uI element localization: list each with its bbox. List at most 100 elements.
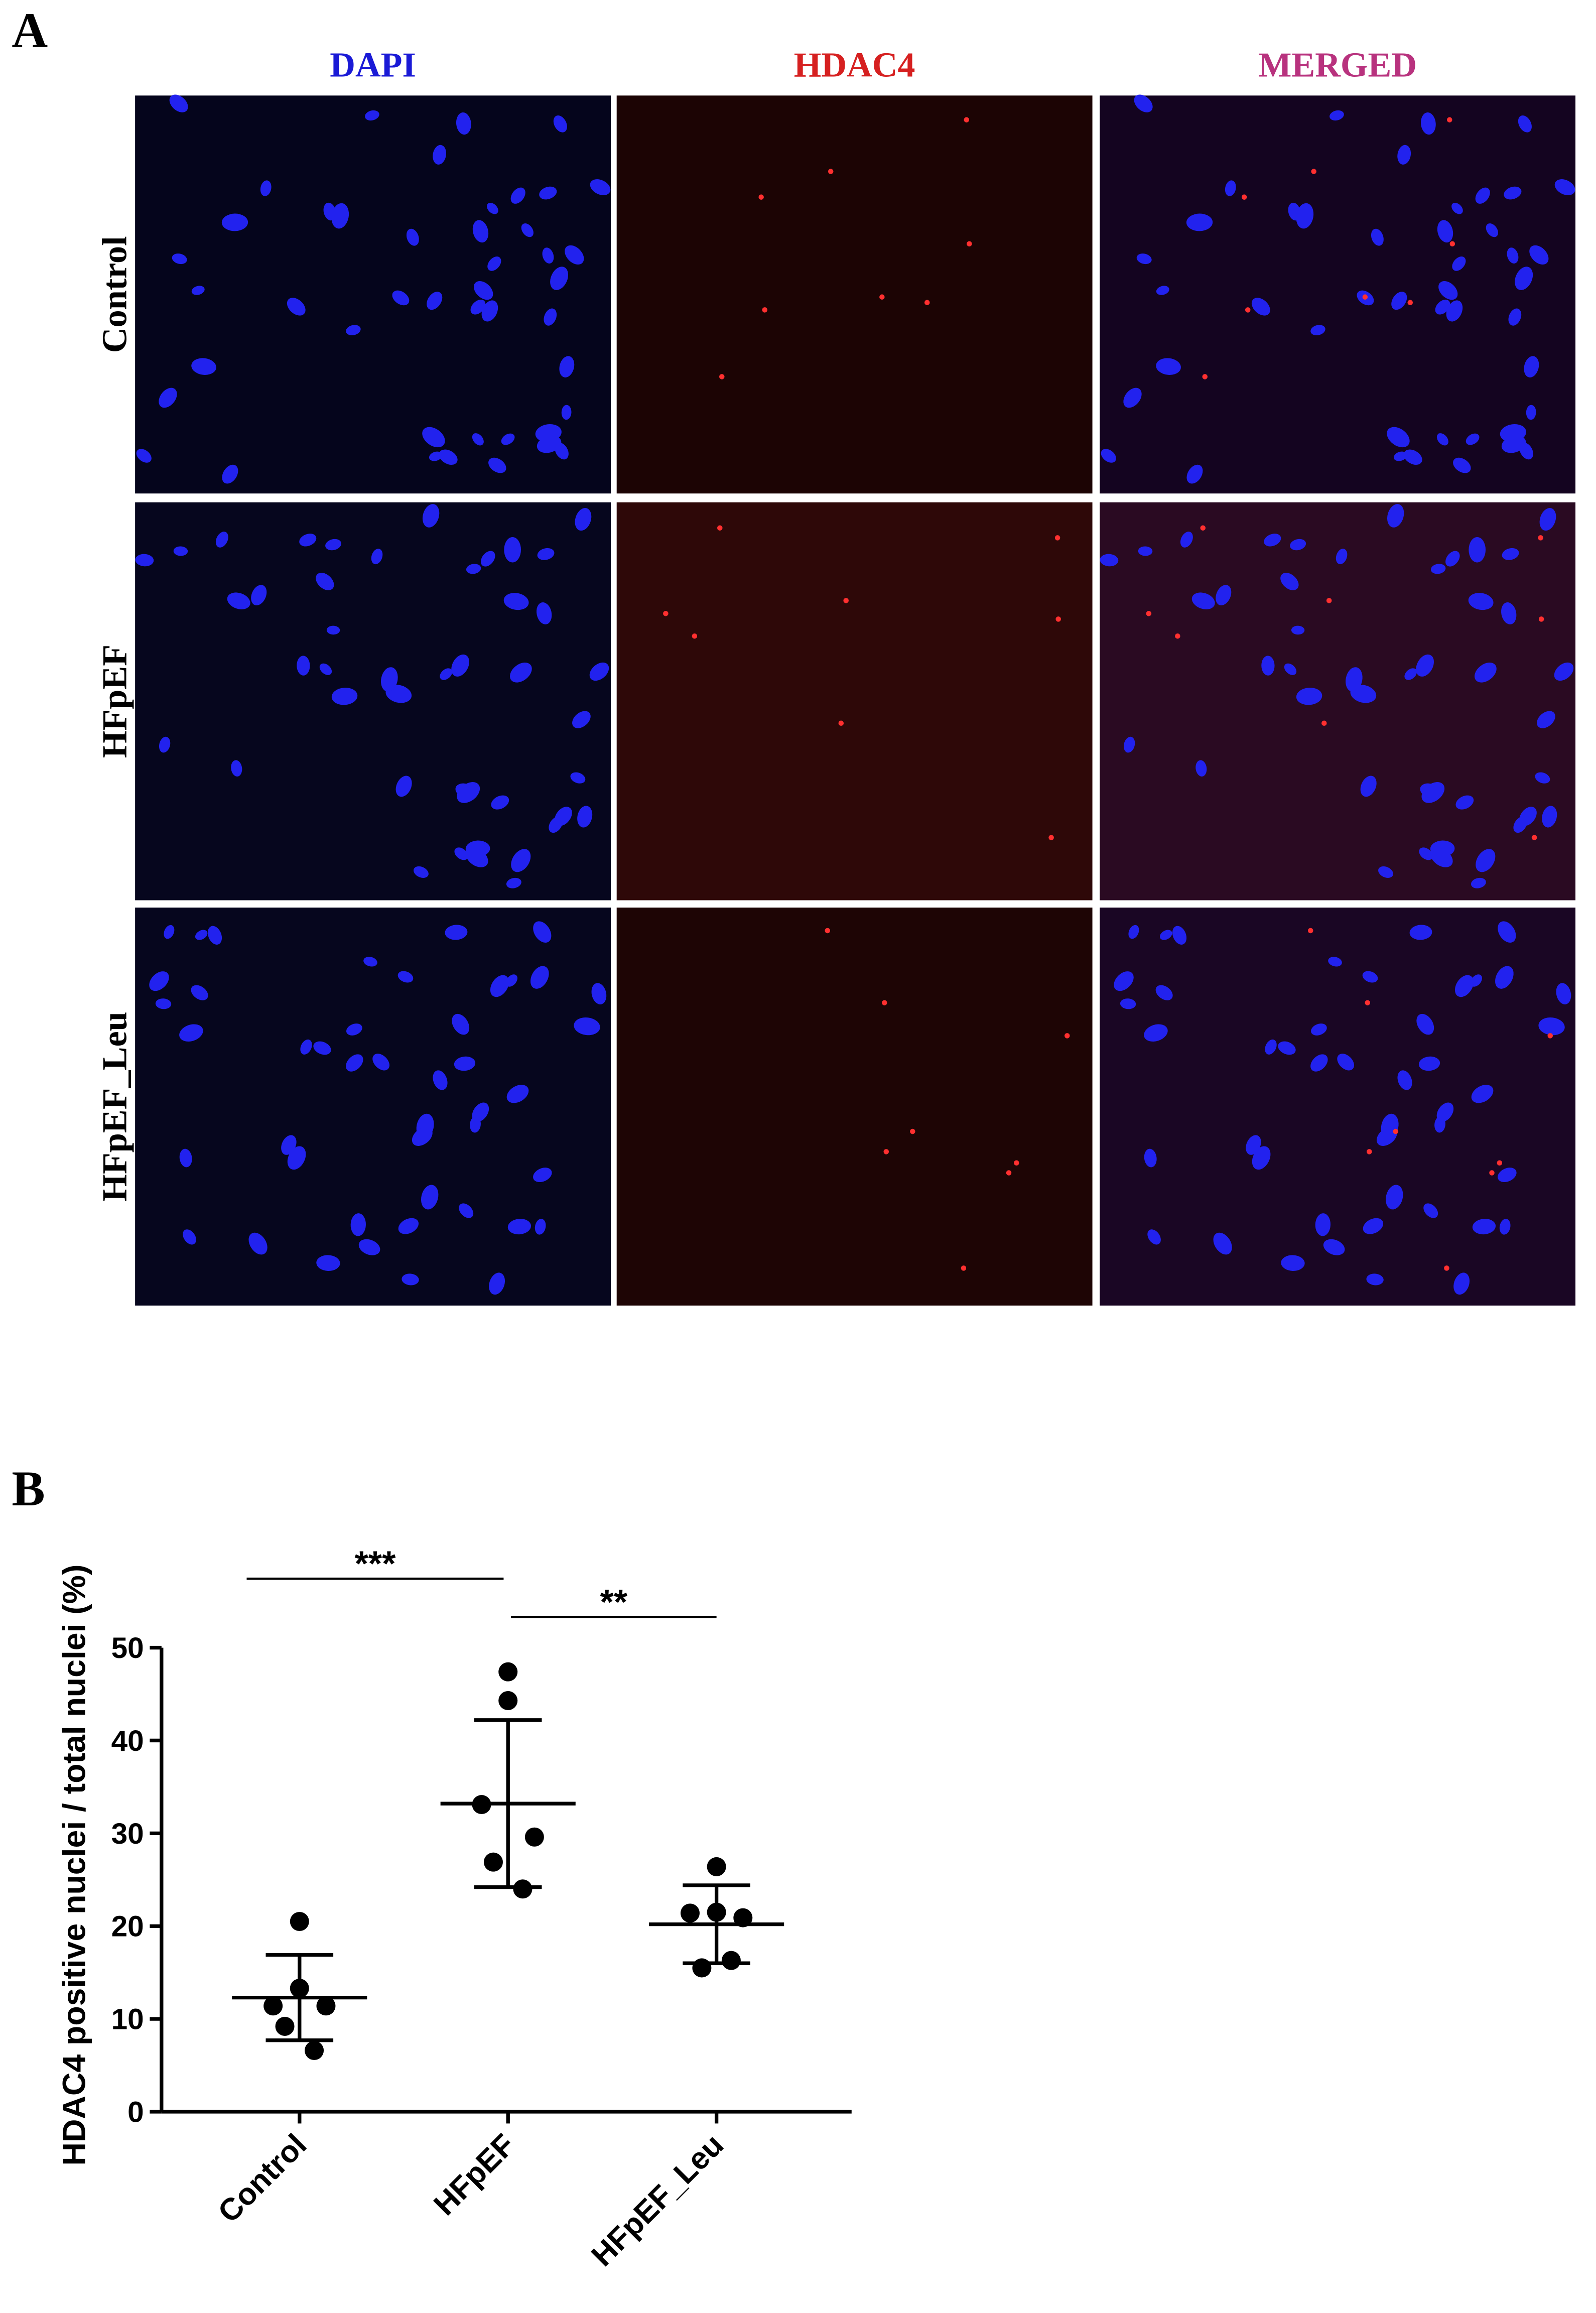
nucleus: [1100, 554, 1119, 567]
hdac4-signal: [1407, 300, 1413, 305]
nucleus: [1290, 539, 1306, 551]
nucleus: [559, 356, 575, 377]
nucleus: [549, 816, 563, 833]
column-label: MERGED: [1258, 45, 1417, 84]
nucleus: [191, 985, 208, 1000]
nucleus: [1397, 1070, 1412, 1090]
micrograph: [616, 502, 1093, 901]
nucleus: [365, 110, 379, 121]
nucleus: [575, 508, 592, 531]
nucleus: [1376, 1127, 1397, 1146]
hdac4-signal: [825, 928, 831, 934]
nucleus: [149, 971, 169, 991]
nucleus: [1507, 247, 1519, 264]
nucleus: [380, 667, 398, 692]
hdac4-signal: [1547, 1033, 1553, 1039]
nucleus: [1323, 1239, 1345, 1255]
nucleus: [231, 760, 242, 777]
nucleus: [535, 424, 562, 442]
nucleus: [346, 1054, 363, 1072]
nucleus: [1261, 656, 1275, 676]
nucleus: [537, 548, 555, 560]
nucleus: [164, 925, 175, 939]
nucleus: [1123, 388, 1142, 408]
hdac4-signal: [1365, 1000, 1371, 1005]
nucleus: [1101, 449, 1116, 463]
nucleus: [561, 405, 572, 420]
nucleus: [1120, 998, 1136, 1009]
nucleus: [474, 281, 493, 300]
nucleus: [1500, 424, 1526, 442]
nucleus: [1471, 1085, 1494, 1103]
nucleus: [507, 1219, 531, 1235]
nucleus: [533, 1168, 552, 1183]
data-point: [483, 1852, 503, 1872]
hdac4-signal: [1202, 374, 1208, 379]
nucleus: [135, 554, 154, 567]
nucleus: [1416, 654, 1434, 677]
nucleus: [1144, 1024, 1168, 1042]
nucleus: [1452, 256, 1466, 271]
nucleus: [1420, 783, 1441, 799]
nucleus: [565, 245, 584, 265]
nucleus: [350, 1213, 366, 1236]
nucleus: [1453, 457, 1471, 473]
nucleus: [1430, 848, 1453, 867]
nucleus: [1363, 1218, 1384, 1234]
hdac4-signal: [1175, 633, 1180, 639]
data-point: [524, 1827, 544, 1847]
hdac4-signal: [924, 300, 930, 305]
nucleus: [1387, 504, 1404, 528]
nucleus: [136, 449, 152, 463]
hdac4-signal: [828, 169, 834, 174]
nucleus: [179, 1024, 203, 1042]
nucleus: [1409, 925, 1432, 940]
nucleus: [402, 1273, 419, 1286]
y-tick-label: 50: [111, 1632, 144, 1664]
nucleus: [487, 256, 501, 271]
hdac4-signal: [964, 117, 970, 122]
nucleus: [440, 668, 453, 680]
hdac4-signal: [910, 1128, 915, 1134]
nucleus: [172, 253, 187, 265]
y-tick-label: 10: [111, 2003, 144, 2036]
nucleus: [491, 795, 509, 810]
nucleus: [1524, 356, 1539, 377]
micrograph: [1100, 502, 1576, 901]
nucleus: [1542, 806, 1557, 828]
nucleus: [422, 427, 445, 448]
row-label: Control: [95, 236, 135, 353]
nucleus: [413, 866, 429, 878]
nucleus: [1466, 433, 1480, 445]
nucleus: [550, 267, 569, 290]
nucleus: [1155, 985, 1173, 1000]
nucleus: [1515, 267, 1533, 290]
nucleus: [510, 187, 525, 204]
nucleus: [1397, 145, 1411, 165]
hdac4-signal: [879, 294, 885, 300]
nucleus: [506, 1085, 529, 1103]
hdac4-signal: [1055, 616, 1061, 622]
nucleus: [406, 228, 419, 246]
nucleus: [1252, 1146, 1271, 1170]
nucleus: [297, 656, 310, 676]
micrograph: [1100, 95, 1576, 494]
nucleus: [346, 1023, 362, 1036]
hdac4-signal: [1393, 1128, 1399, 1134]
nucleus: [1498, 1168, 1517, 1183]
nucleus: [299, 534, 317, 547]
nucleus: [1128, 925, 1139, 939]
nucleus: [1180, 532, 1193, 548]
nucleus: [313, 1041, 331, 1055]
nucleus: [427, 292, 443, 310]
hdac4-signal: [1245, 307, 1251, 313]
nucleus: [472, 1102, 489, 1122]
nucleus: [1264, 534, 1281, 547]
hdac4-signal: [1307, 928, 1313, 934]
nucleus: [1446, 300, 1463, 322]
nucleus: [456, 112, 471, 135]
nucleus: [159, 736, 171, 753]
nucleus: [1310, 325, 1325, 336]
nucleus: [248, 1232, 268, 1255]
